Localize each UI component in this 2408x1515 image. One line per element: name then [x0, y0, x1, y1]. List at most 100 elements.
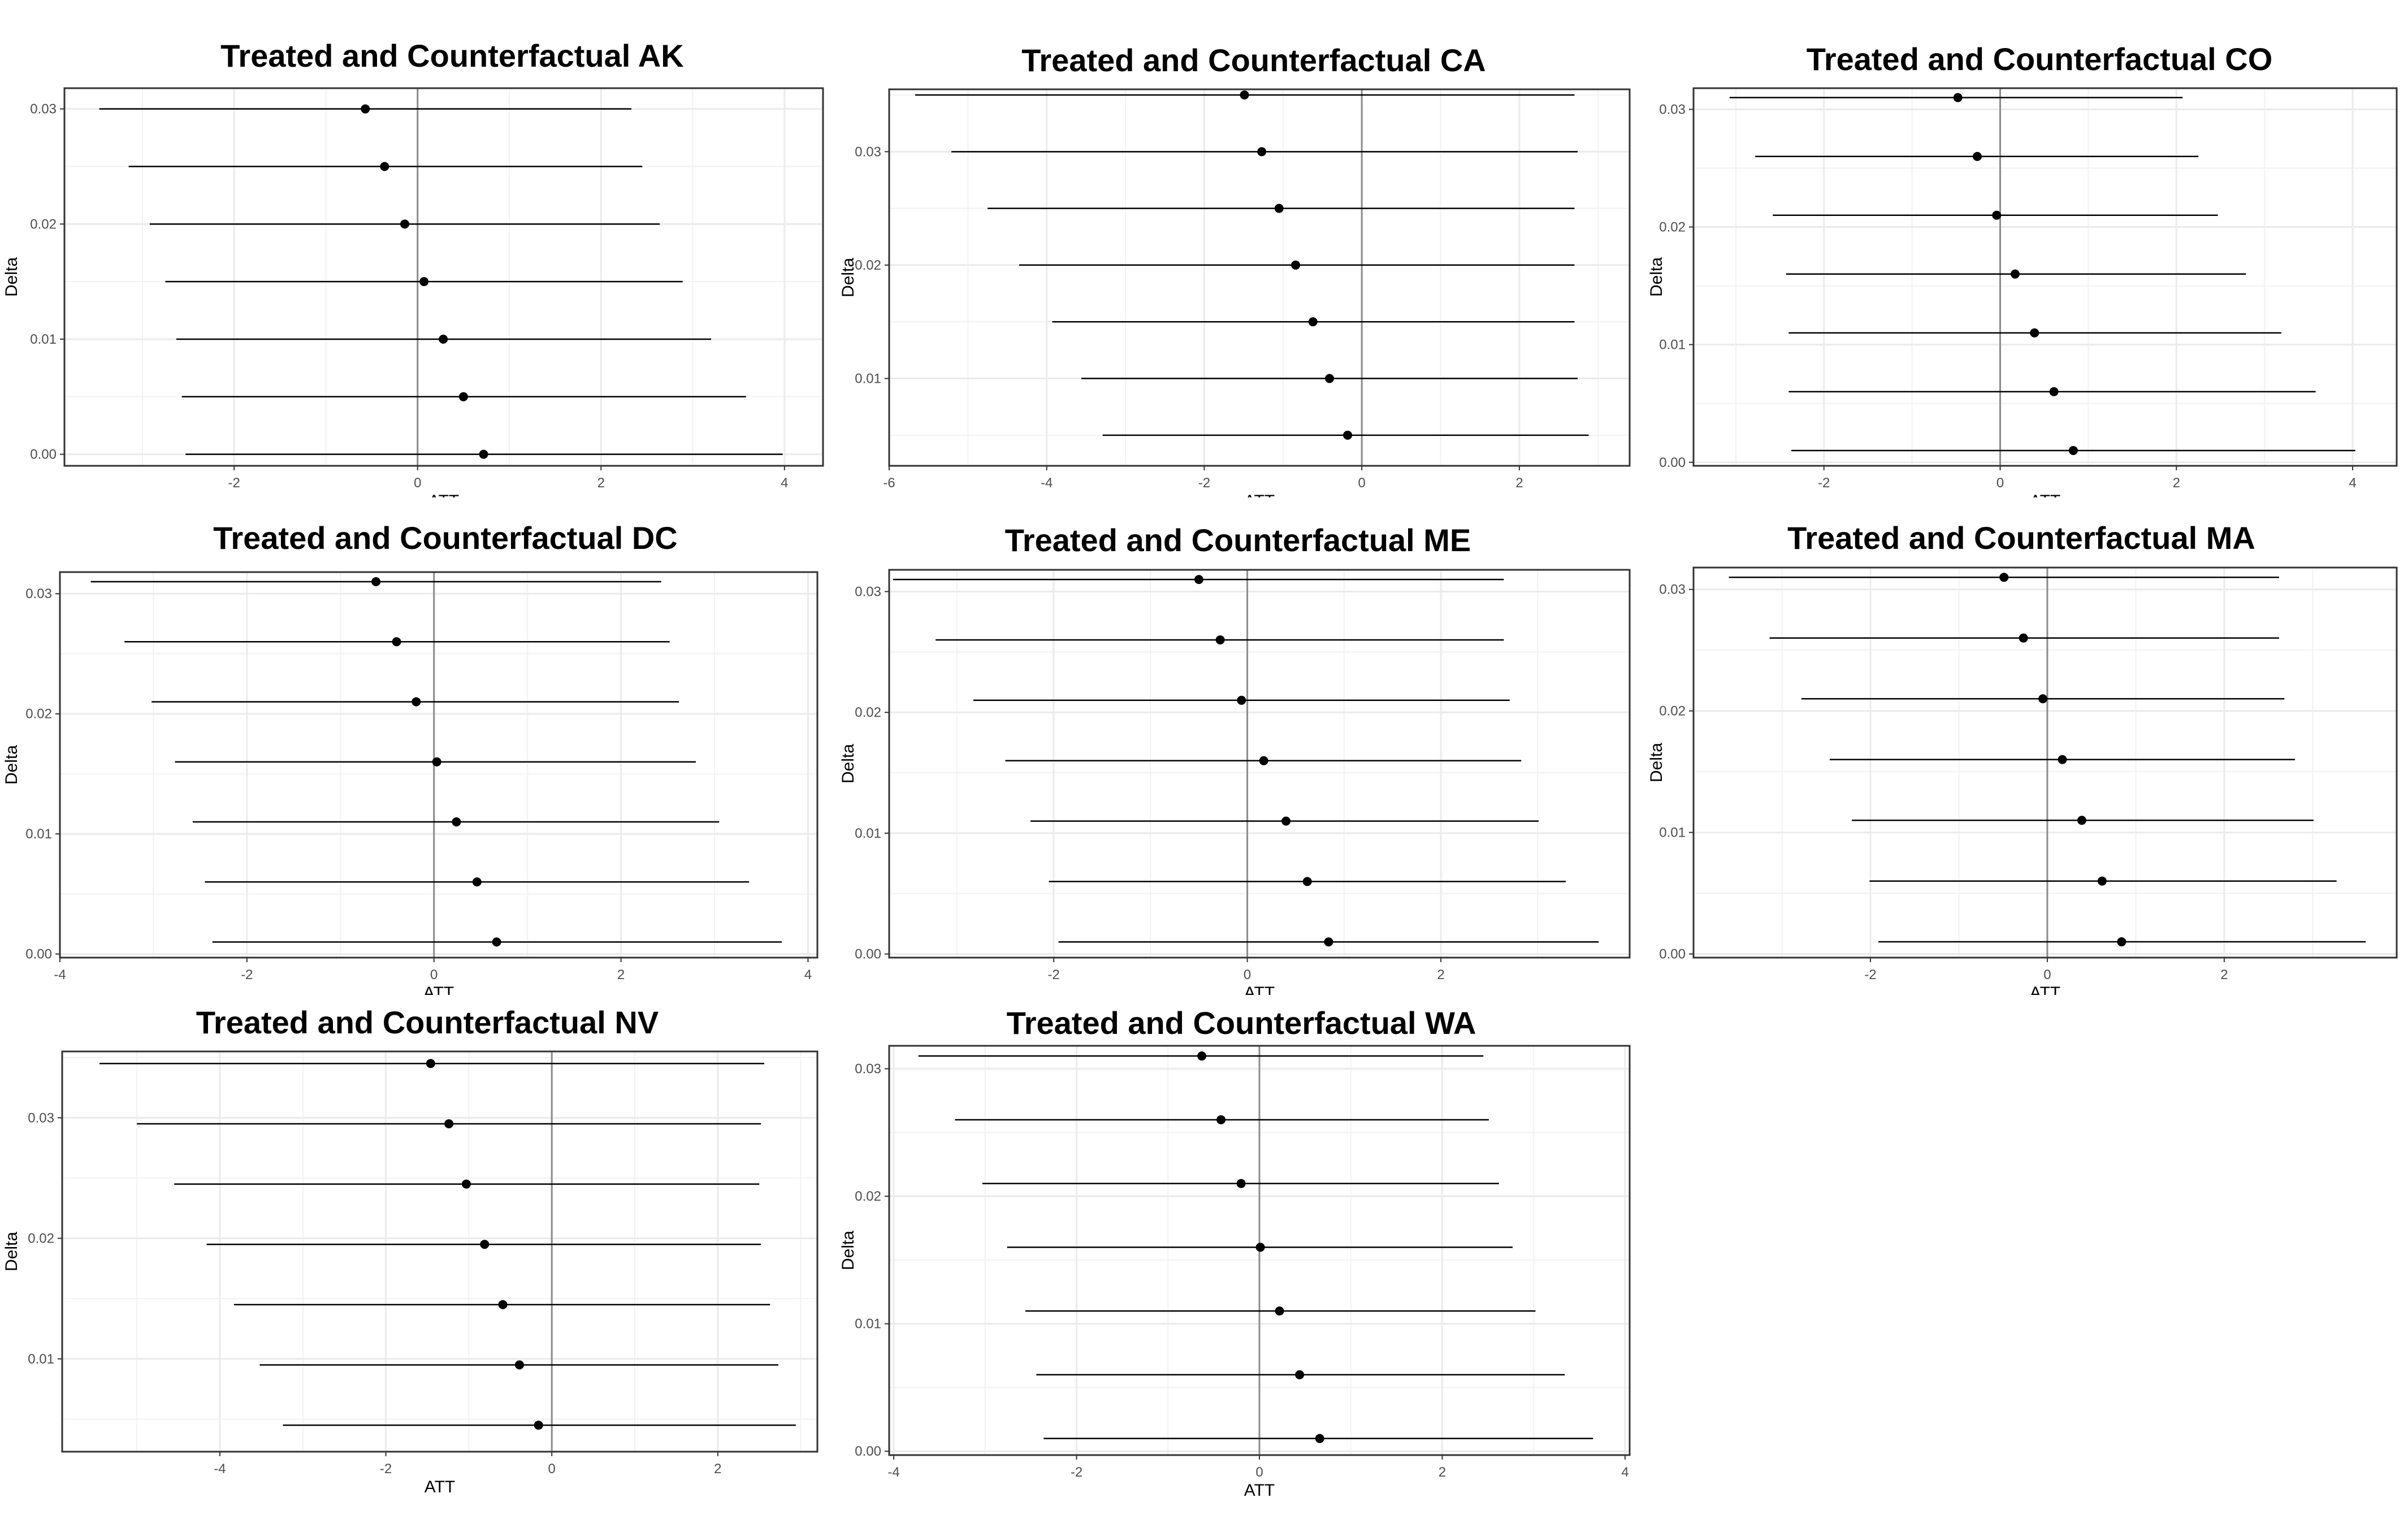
- y-tick-label: 0.02: [25, 707, 52, 722]
- point-estimate: [492, 937, 501, 947]
- y-tick-label: 0.03: [855, 584, 881, 599]
- chart-title: Treated and Counterfactual CO: [1807, 41, 2273, 77]
- point-estimate: [2010, 269, 2020, 279]
- facet-panel-me: Treated and Counterfactual ME -2 0 2 0.00 0.0…: [837, 497, 1645, 995]
- point-estimate: [419, 277, 429, 287]
- chart-title: Treated and Counterfactual DC: [213, 520, 677, 556]
- point-estimate: [2117, 937, 2127, 947]
- facet-panel-ca: Treated and Counterfactual CA -6 -4 -2 0 2 0.0…: [837, 0, 1645, 497]
- panel-border: [888, 1045, 1631, 1456]
- y-axis-label: Delta: [839, 1231, 857, 1270]
- y-axis-label: Delta: [839, 744, 857, 784]
- point-estimate: [400, 219, 410, 229]
- x-tick-label: 2: [1439, 1465, 1446, 1480]
- point-estimate: [2038, 694, 2048, 704]
- y-axis-label: Delta: [839, 258, 857, 297]
- y-axis-label: Delta: [2, 745, 21, 785]
- x-axis-label: ATT: [1244, 984, 1275, 995]
- x-axis-label: ATT: [2030, 984, 2060, 995]
- panel-border: [888, 569, 1631, 959]
- x-axis-label: ATT: [2030, 492, 2060, 497]
- plot-area: [889, 570, 1630, 958]
- plot-area: [1694, 88, 2397, 466]
- y-tick-label: 0.00: [855, 947, 881, 962]
- x-tick-label: 0: [1996, 475, 2004, 491]
- x-tick-label: 0: [2043, 967, 2051, 982]
- point-estimate: [439, 334, 448, 344]
- point-estimate: [426, 1059, 435, 1068]
- y-tick-label: 0.03: [855, 1062, 881, 1077]
- point-estimate: [1972, 152, 1982, 161]
- point-estimate: [1953, 93, 1963, 102]
- chart-svg: Treated and Counterfactual WA -4 -2 0 2 4 0.00…: [839, 1005, 1631, 1500]
- point-estimate: [458, 392, 468, 401]
- chart-title: Treated and Counterfactual NV: [196, 1005, 659, 1040]
- chart-svg: Treated and Counterfactual DC -4 -2 0 2 4 0.00…: [2, 520, 818, 995]
- chart-title: Treated and Counterfactual WA: [1007, 1005, 1476, 1041]
- y-tick-label: 0.03: [1659, 102, 1686, 117]
- facet-panel-co: Treated and Counterfactual CO -2 0 2 4 0.00 0.…: [1645, 0, 2408, 497]
- point-estimate: [1216, 1115, 1226, 1124]
- point-estimate: [480, 1240, 490, 1249]
- x-tick-label: 4: [2349, 475, 2356, 491]
- chart-svg: Treated and Counterfactual ME -2 0 2 0.00 0.0…: [839, 522, 1631, 995]
- y-tick-label: 0.03: [1659, 582, 1686, 598]
- y-tick-label: 0.01: [855, 1317, 881, 1332]
- chart-title: Treated and Counterfactual MA: [1787, 520, 2255, 556]
- point-estimate: [371, 577, 381, 586]
- chart-svg: Treated and Counterfactual AK -2 0 2 4 0.00 0.…: [2, 38, 824, 497]
- point-estimate: [1302, 877, 1312, 886]
- y-tick-label: 0.00: [1659, 947, 1686, 962]
- x-tick-label: 2: [1437, 967, 1444, 982]
- y-axis-label: Delta: [1647, 743, 1666, 782]
- y-tick-label: 0.01: [28, 1352, 54, 1367]
- point-estimate: [1215, 635, 1225, 644]
- panel-border: [59, 571, 818, 959]
- point-estimate: [1197, 1051, 1207, 1061]
- x-tick-label: -2: [1047, 967, 1059, 982]
- point-estimate: [534, 1421, 543, 1430]
- x-tick-label: 0: [430, 967, 438, 982]
- x-tick-label: 2: [714, 1461, 721, 1477]
- y-tick-label: 0.00: [1659, 455, 1686, 470]
- y-tick-label: 0.03: [28, 1110, 54, 1126]
- panel-border: [63, 87, 824, 467]
- y-tick-label: 0.02: [1659, 220, 1686, 235]
- point-estimate: [1274, 204, 1284, 213]
- point-estimate: [1237, 695, 1246, 705]
- x-tick-label: 2: [617, 967, 625, 982]
- point-estimate: [2049, 387, 2059, 396]
- point-estimate: [1343, 430, 1353, 440]
- y-axis-label: Delta: [2, 257, 21, 297]
- point-estimate: [1992, 210, 2002, 220]
- chart-svg: Treated and Counterfactual NV -4 -2 0 2 0.01 0…: [2, 1005, 818, 1496]
- y-tick-label: 0.03: [30, 102, 57, 117]
- y-axis-label: Delta: [1647, 257, 1666, 297]
- point-estimate: [472, 877, 482, 887]
- point-estimate: [412, 697, 421, 707]
- point-estimate: [1240, 90, 1249, 100]
- x-tick-label: 0: [548, 1461, 556, 1477]
- chart-svg: Treated and Counterfactual CO -2 0 2 4 0.00 0.…: [1647, 41, 2398, 497]
- x-tick-label: 4: [781, 475, 788, 491]
- x-tick-label: 2: [2220, 967, 2228, 982]
- x-axis-label: ATT: [425, 1478, 455, 1496]
- point-estimate: [432, 757, 441, 767]
- x-tick-label: -2: [1818, 475, 1830, 491]
- point-estimate: [514, 1360, 524, 1370]
- plot-area: [1694, 568, 2397, 958]
- panel-border: [888, 88, 1631, 467]
- point-estimate: [1315, 1434, 1324, 1443]
- y-tick-label: 0.02: [1659, 704, 1686, 719]
- facet-panel-dc: Treated and Counterfactual DC -4 -2 0 2 4 0.00…: [0, 497, 837, 995]
- y-axis-label: Delta: [2, 1232, 21, 1271]
- x-tick-label: -6: [883, 475, 895, 491]
- facet-panel-nv: Treated and Counterfactual NV -4 -2 0 2 0.01 0…: [0, 995, 837, 1515]
- point-estimate: [2030, 328, 2039, 337]
- point-estimate: [2058, 755, 2067, 764]
- point-estimate: [1236, 1179, 1246, 1188]
- x-tick-label: -4: [54, 967, 66, 982]
- y-tick-label: 0.02: [30, 217, 57, 232]
- chart-title: Treated and Counterfactual CA: [1021, 42, 1485, 78]
- point-estimate: [479, 449, 488, 459]
